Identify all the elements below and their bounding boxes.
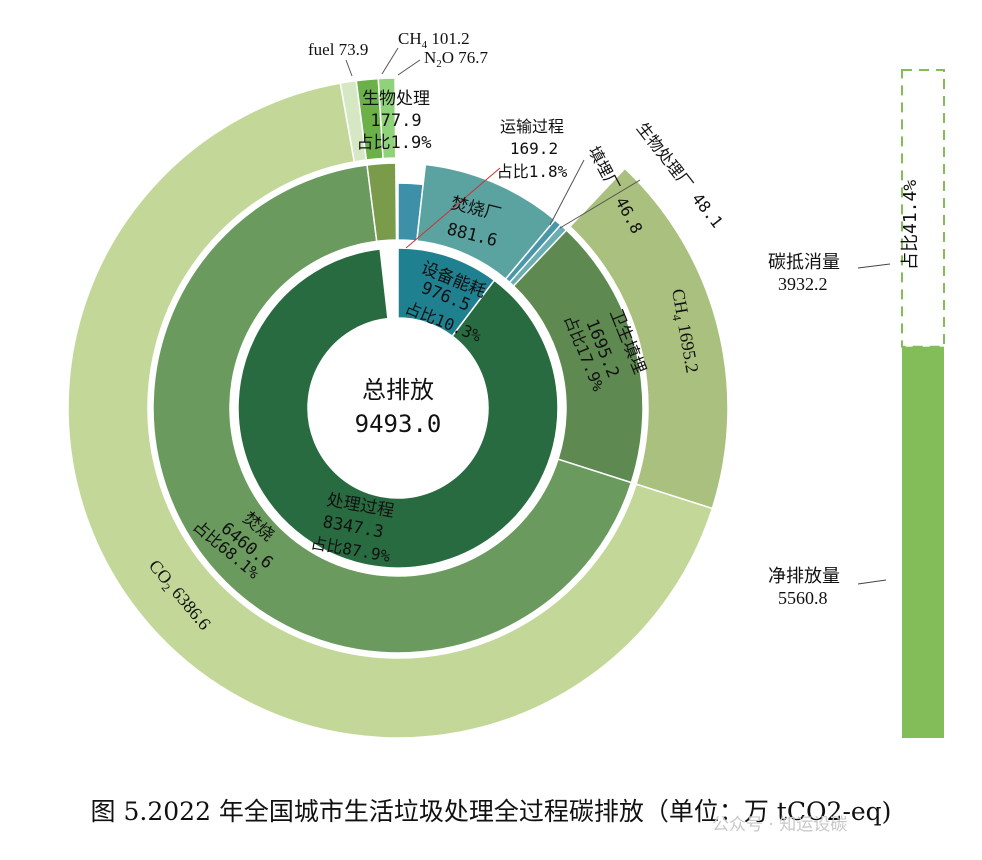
fuel-leader-line — [345, 59, 353, 77]
offset-share-label: 占比41.4% — [900, 180, 921, 270]
center-value: 9493.0 — [355, 410, 442, 438]
bio-value-label: 177.9 — [370, 111, 421, 131]
n2o-leader-line — [397, 59, 421, 76]
offset-title-label: 碳抵消量 — [768, 252, 840, 273]
gas-slice-4 — [377, 77, 397, 160]
process-slice-5 — [152, 164, 633, 654]
net-title-label: 净排放量 — [768, 566, 840, 587]
offset-bar-segment — [901, 69, 945, 348]
offset-leader-line — [857, 263, 891, 269]
figure-caption: 图 5.2022 年全国城市生活垃圾处理全过程碳排放（单位：万 tCO2-eq) — [90, 797, 892, 826]
net-leader-line — [857, 579, 887, 585]
net-value-label: 5560.8 — [778, 588, 828, 608]
bio-share-label: 占比1.9% — [357, 133, 432, 153]
process-slice-6 — [366, 162, 398, 243]
bio-plant-leader-line — [559, 179, 641, 229]
sunburst-rings — [67, 77, 729, 739]
transport-leader-line — [405, 167, 501, 249]
transport-share-label: 占比1.8% — [497, 162, 568, 181]
landfill-plant-leader-line — [549, 159, 585, 226]
transport-value-label: 169.2 — [510, 139, 558, 158]
offset-value-label: 3932.2 — [778, 274, 828, 294]
transport-title-label: 运输过程 — [500, 117, 564, 136]
net-bar-segment — [902, 346, 944, 738]
watermark: 公众号 · 知运设碳 — [712, 815, 848, 835]
center-hole — [318, 328, 478, 488]
center-title: 总排放 — [362, 376, 434, 404]
offset-bar — [901, 69, 945, 738]
bio-title-label: 生物处理 — [362, 89, 430, 109]
n2o-label: N2O 76.7 — [424, 48, 489, 70]
gas-slice-1 — [67, 82, 714, 739]
ch4-small-leader-line — [381, 47, 399, 75]
ch4-small-label: CH4 101.2 — [398, 29, 470, 51]
fuel-label: fuel 73.9 — [308, 40, 368, 59]
stage-slice-1 — [237, 248, 559, 569]
